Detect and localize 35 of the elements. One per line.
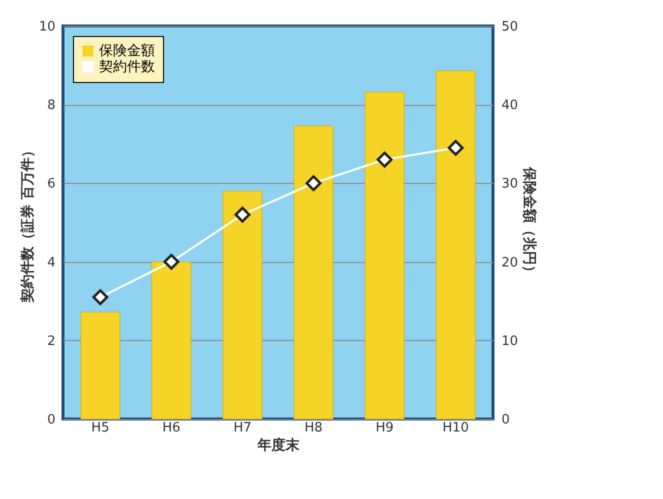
x-tick-label: H8 — [304, 420, 323, 436]
x-tick-label: H6 — [162, 420, 180, 436]
x-tick-label: H7 — [233, 420, 252, 436]
y-axis-title: 契約件数（証券 百万件） — [18, 144, 36, 304]
bar — [222, 190, 262, 420]
x-tick-label: H10 — [442, 420, 469, 436]
legend-label: 保険金額 — [99, 43, 155, 59]
bar — [436, 70, 476, 420]
y2-axis-title: 保険金額（兆円） — [521, 166, 538, 279]
point — [306, 175, 322, 192]
bar — [364, 92, 404, 420]
y-tick-label: 0 — [47, 412, 56, 428]
point — [92, 289, 108, 306]
legend-label: 契約件数 — [99, 59, 155, 75]
y2-tick-label: 50 — [502, 20, 518, 34]
point — [163, 254, 180, 270]
bar — [152, 262, 192, 420]
x-axis-title: 年度末 — [256, 436, 300, 454]
y2-tick-label: 20 — [502, 255, 518, 270]
x-tick-label: H9 — [376, 420, 394, 436]
y-tick-label: 8 — [47, 98, 56, 114]
bar — [80, 312, 120, 420]
x-tick-label: H5 — [91, 420, 110, 436]
y2-tick-label: 10 — [502, 334, 518, 349]
y-tick-label: 4 — [47, 255, 56, 270]
bar — [294, 126, 334, 420]
y2-tick-label: 0 — [502, 412, 510, 428]
point — [234, 206, 250, 223]
y2-tick-label: 30 — [502, 176, 518, 192]
y-tick-label: 6 — [47, 176, 56, 192]
point — [448, 140, 464, 156]
point — [376, 152, 393, 168]
y-tick-label: 10 — [38, 20, 56, 34]
y-tick-label: 2 — [47, 334, 56, 349]
y2-tick-label: 40 — [502, 98, 518, 114]
